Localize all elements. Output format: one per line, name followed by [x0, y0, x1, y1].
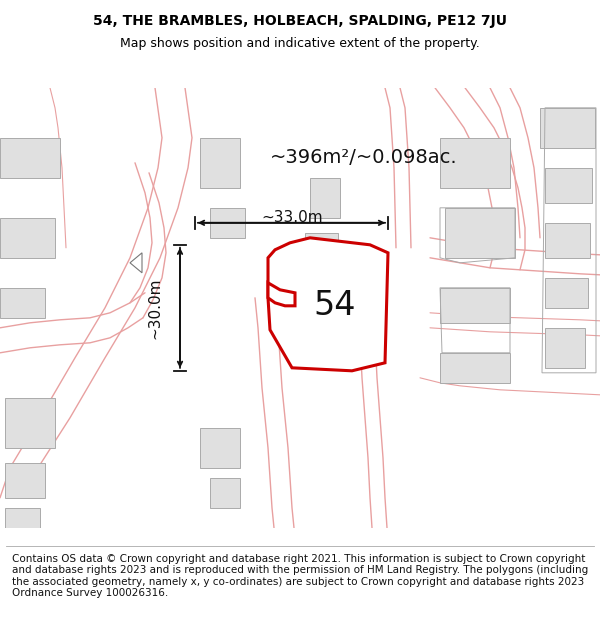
Polygon shape: [5, 398, 55, 448]
Polygon shape: [545, 168, 592, 202]
Polygon shape: [5, 462, 45, 498]
Polygon shape: [5, 508, 40, 528]
Text: Map shows position and indicative extent of the property.: Map shows position and indicative extent…: [120, 38, 480, 50]
Polygon shape: [200, 138, 240, 188]
Polygon shape: [545, 328, 585, 367]
Text: ~30.0m: ~30.0m: [148, 277, 163, 339]
Text: Contains OS data © Crown copyright and database right 2021. This information is : Contains OS data © Crown copyright and d…: [12, 554, 588, 598]
Polygon shape: [0, 217, 55, 258]
Polygon shape: [545, 278, 588, 308]
Text: ~33.0m: ~33.0m: [261, 210, 323, 225]
Polygon shape: [0, 138, 60, 178]
Polygon shape: [440, 288, 510, 322]
Polygon shape: [268, 282, 295, 306]
Polygon shape: [545, 222, 590, 258]
Text: ~396m²/~0.098ac.: ~396m²/~0.098ac.: [270, 148, 458, 168]
Polygon shape: [440, 138, 510, 188]
Polygon shape: [445, 208, 515, 258]
Polygon shape: [268, 238, 388, 371]
Polygon shape: [440, 352, 510, 382]
Polygon shape: [310, 177, 340, 217]
Polygon shape: [210, 208, 245, 238]
Polygon shape: [210, 478, 240, 508]
Polygon shape: [0, 288, 45, 318]
Polygon shape: [540, 107, 595, 148]
Text: 54: 54: [314, 289, 356, 322]
Polygon shape: [200, 428, 240, 468]
Polygon shape: [305, 232, 338, 268]
Text: 54, THE BRAMBLES, HOLBEACH, SPALDING, PE12 7JU: 54, THE BRAMBLES, HOLBEACH, SPALDING, PE…: [93, 14, 507, 28]
